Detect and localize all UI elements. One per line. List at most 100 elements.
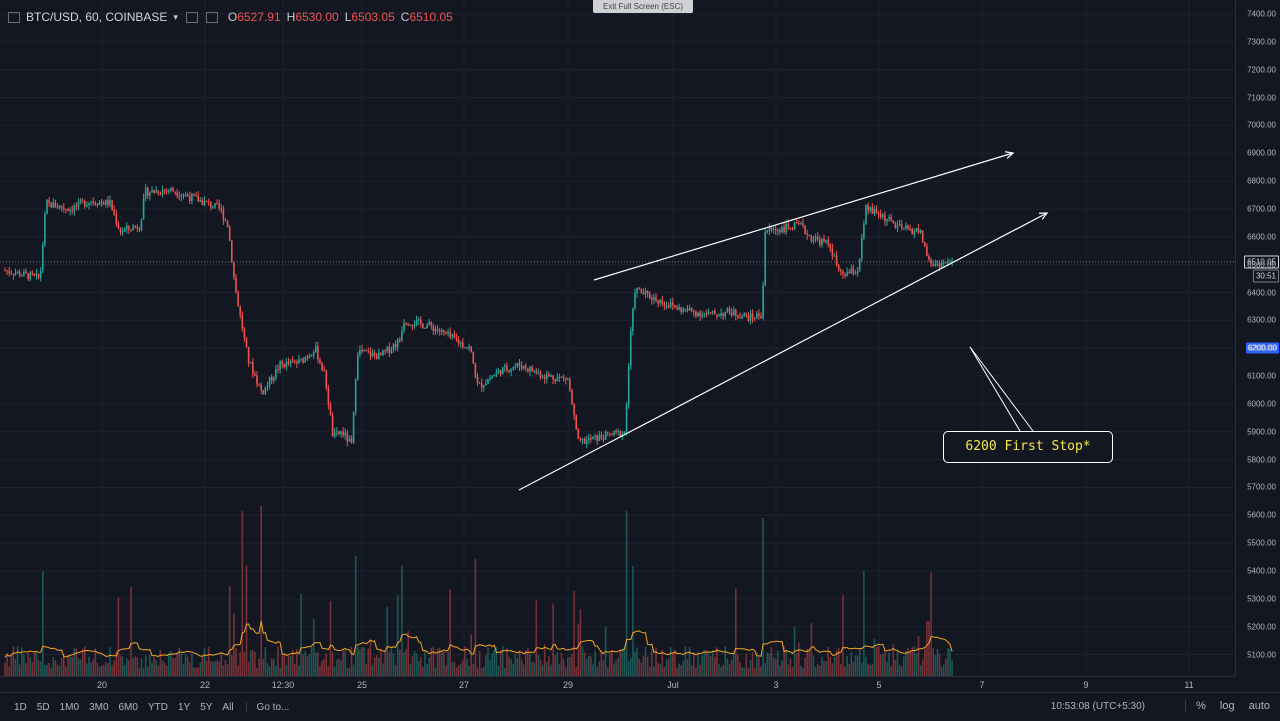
chevron-down-icon[interactable]: ▾	[173, 11, 178, 22]
candle-body	[168, 190, 170, 192]
candle-body	[170, 187, 172, 191]
settings-icon[interactable]	[205, 11, 218, 23]
candle-body	[837, 265, 840, 271]
candle-body	[296, 361, 298, 364]
volume-bar	[495, 646, 498, 676]
timeframe-1y[interactable]: 1Y	[177, 701, 191, 713]
candle-body	[115, 214, 118, 224]
clock-display[interactable]: 10:53:08 (UTC+5:30)	[1050, 701, 1145, 712]
volume-bar	[739, 662, 741, 676]
candle-body	[604, 432, 607, 440]
volume-bar	[336, 659, 338, 676]
volume-bar	[711, 650, 714, 676]
volume-bar	[130, 587, 132, 676]
timeframe-1m[interactable]: 1M0	[59, 701, 80, 713]
timeframe-5y[interactable]: 5Y	[200, 701, 213, 713]
candle-body	[4, 270, 6, 272]
candle-body	[823, 238, 825, 242]
volume-bar	[359, 649, 361, 676]
candle-body	[71, 209, 73, 212]
candle-body	[149, 192, 151, 196]
ohlc-key: H	[286, 10, 296, 24]
symbol-label[interactable]: BTC/USD, 60, COINBASE	[26, 10, 168, 24]
candle-body	[459, 342, 462, 344]
timeframe-all[interactable]: All	[222, 701, 234, 713]
candle-body	[863, 223, 865, 239]
percent-toggle[interactable]: %	[1196, 700, 1206, 712]
volume-bar	[909, 650, 911, 676]
volume-bar	[144, 655, 147, 676]
candle-body	[380, 352, 382, 355]
volume-bar	[147, 666, 149, 676]
candle-body	[413, 325, 416, 327]
timeframe-ytd[interactable]: YTD	[147, 701, 168, 713]
candle-body	[900, 224, 903, 229]
volume-bar	[873, 639, 876, 676]
candle-body	[333, 432, 336, 437]
candle-body	[485, 383, 487, 386]
annotation-callout[interactable]: 6200 First Stop*	[943, 431, 1113, 463]
volume-bar	[581, 646, 584, 676]
auto-toggle[interactable]: auto	[1248, 700, 1270, 712]
exit-fullscreen-button[interactable]: Exit Full Screen (ESC)	[593, 0, 693, 13]
candle-body	[896, 225, 899, 228]
candle-body	[707, 312, 710, 314]
candle-body	[212, 207, 214, 209]
volume-bar	[396, 594, 399, 676]
candle-body	[793, 222, 796, 230]
volume-bar	[447, 651, 449, 676]
candle-body	[667, 305, 670, 308]
candle-body	[653, 296, 655, 300]
volume-bar	[598, 661, 601, 676]
candle-body	[449, 331, 451, 337]
volume-bar	[327, 666, 330, 676]
candle-body	[315, 346, 317, 353]
candle-body	[886, 218, 888, 222]
volume-bar	[890, 666, 892, 676]
volume-bar	[417, 660, 420, 676]
timeframe-1d[interactable]: 1D	[14, 701, 27, 713]
candle-body	[525, 365, 527, 369]
volume-bar	[315, 652, 317, 676]
candle-body	[399, 339, 401, 341]
volume-bar	[113, 660, 115, 676]
candle-body	[747, 315, 750, 321]
candle-body	[926, 246, 928, 256]
volume-bar	[938, 653, 941, 676]
eye-icon[interactable]	[185, 11, 198, 23]
volume-bar	[877, 646, 880, 676]
candle-body	[831, 248, 834, 256]
log-toggle[interactable]: log	[1219, 700, 1235, 712]
candle-body	[252, 362, 254, 374]
volume-bar	[260, 506, 262, 676]
volume-bar	[115, 650, 118, 676]
timeframe-6m[interactable]: 6M0	[118, 701, 138, 713]
candle-body	[199, 200, 202, 202]
candle-body	[138, 228, 141, 231]
volume-bar	[138, 667, 141, 676]
candle-body	[928, 255, 930, 260]
candle-body	[945, 262, 947, 264]
volume-bar	[375, 655, 378, 676]
volume-bar	[924, 647, 926, 676]
volume-bar	[354, 556, 357, 676]
timeframe-5d[interactable]: 5D	[36, 701, 50, 713]
candle-body	[205, 200, 208, 202]
volume-bar	[453, 661, 456, 676]
volume-bar	[789, 658, 792, 676]
volume-bar	[306, 656, 309, 676]
candlestick-chart[interactable]	[0, 0, 1235, 676]
volume-bar	[611, 649, 613, 676]
candle-body	[552, 375, 554, 380]
chart-pane[interactable]	[0, 0, 1235, 676]
ohlc-value: 6527.91	[237, 10, 281, 24]
goto-button[interactable]: Go to...	[245, 701, 289, 713]
candle-body	[609, 433, 611, 435]
candle-body	[575, 415, 577, 430]
volume-bar	[163, 662, 166, 676]
timeframe-3m[interactable]: 3M0	[89, 701, 109, 713]
volume-bar	[92, 659, 94, 676]
price-axis[interactable]: 6510.05 30:51 6200.00 7400.00 7300.00 7200…	[1235, 0, 1280, 676]
volume-bar	[823, 660, 825, 676]
time-axis[interactable]: 20 22 12:30 25 27 29 Jul 3 5 7 9 11	[0, 676, 1235, 693]
